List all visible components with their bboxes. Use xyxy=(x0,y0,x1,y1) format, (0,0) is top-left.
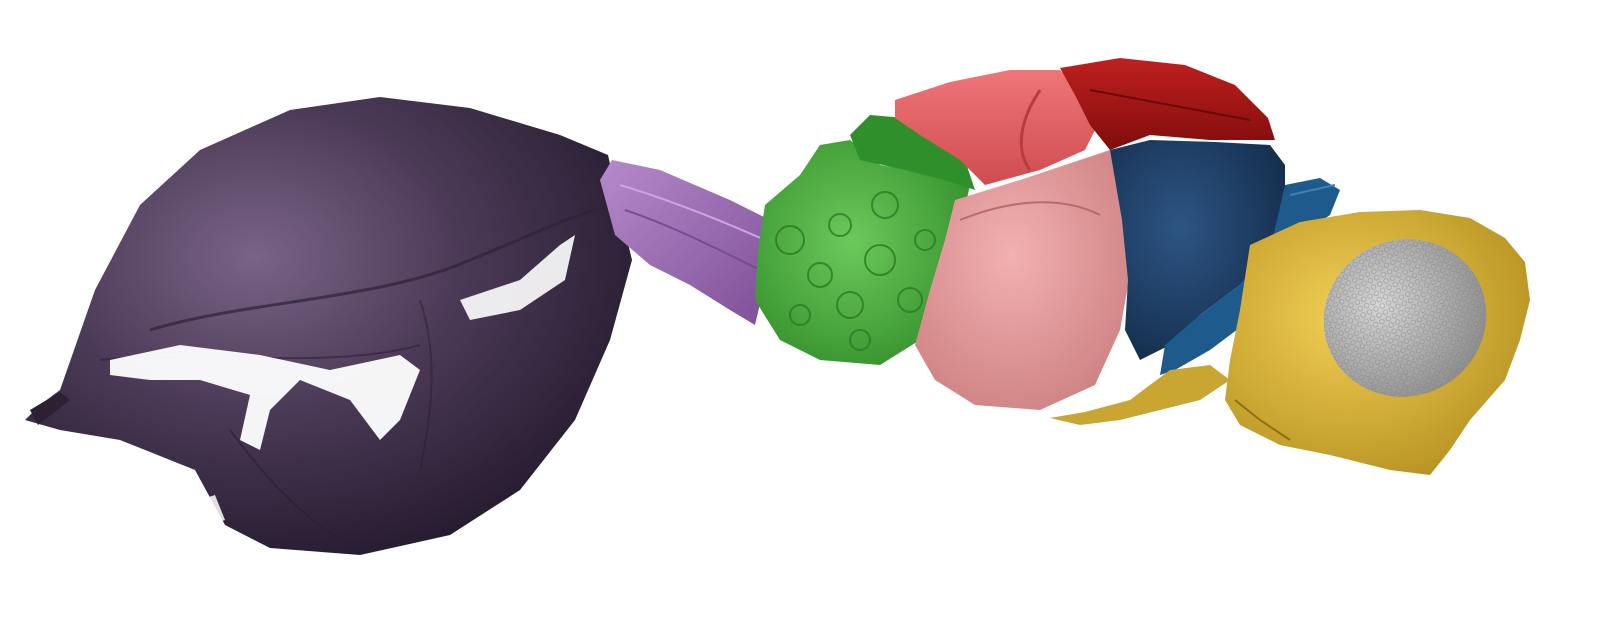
compound-eye xyxy=(1323,239,1487,397)
mesopleuron xyxy=(915,150,1130,410)
mesoscutum xyxy=(895,70,1100,185)
propodeum xyxy=(755,115,975,365)
pronotum xyxy=(1110,140,1285,360)
petiole xyxy=(600,160,770,325)
abdomen xyxy=(25,97,632,555)
scutellum xyxy=(1060,58,1275,150)
